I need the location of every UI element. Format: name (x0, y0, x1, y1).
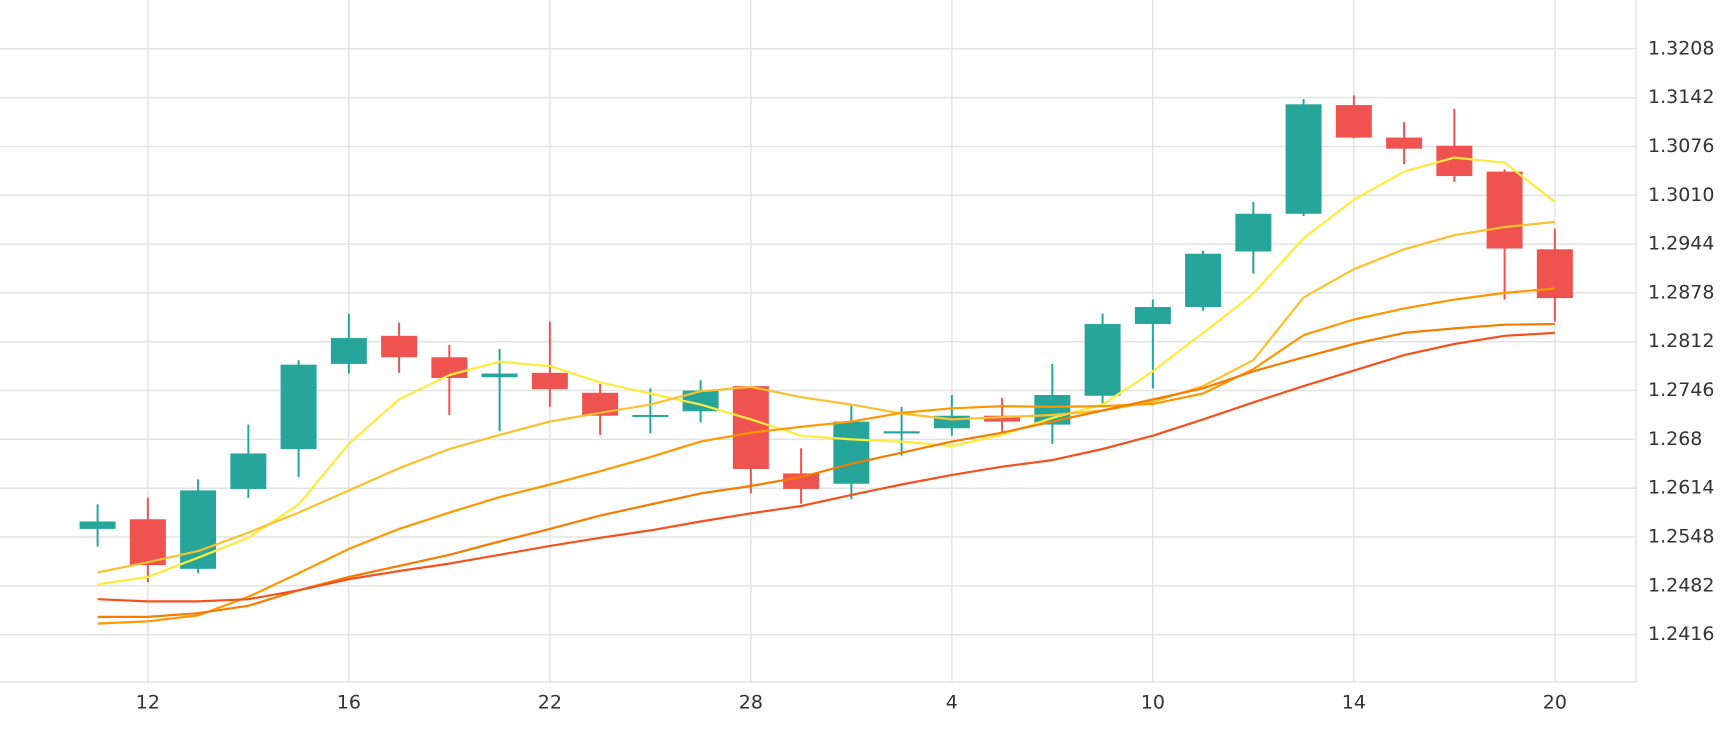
candle-body (330, 338, 367, 364)
candle-body (732, 386, 769, 469)
y-tick-label: 1.2746 (1648, 379, 1714, 401)
candle-body (1486, 171, 1523, 249)
moving-average-line (97, 156, 1556, 586)
y-tick-label: 1.268 (1648, 428, 1702, 450)
candle-body (1185, 253, 1222, 307)
candle-body (984, 415, 1021, 422)
y-tick-label: 1.2548 (1648, 526, 1714, 548)
moving-average-line (97, 220, 1555, 574)
y-tick-label: 1.3142 (1648, 86, 1714, 108)
candle-body (1084, 323, 1121, 396)
candle-body (682, 390, 719, 412)
x-tick-label: 4 (946, 692, 958, 714)
candle-body (833, 421, 870, 484)
moving-average-line (97, 287, 1555, 625)
y-tick-label: 1.2614 (1648, 477, 1714, 499)
x-tick-label: 16 (337, 692, 361, 714)
x-tick-label: 12 (136, 692, 160, 714)
candle-body (481, 373, 518, 378)
candle-body (1134, 306, 1171, 324)
x-tick-label: 28 (739, 692, 763, 714)
y-tick-label: 1.2482 (1648, 574, 1714, 596)
candle-body (230, 453, 267, 489)
candle-body (531, 372, 568, 390)
candle-body (381, 335, 418, 358)
candle-body (883, 431, 920, 434)
moving-average-line (97, 322, 1555, 618)
candle-body (582, 392, 619, 416)
x-tick-label: 22 (538, 692, 562, 714)
candle-body (1235, 213, 1272, 252)
candle-body (1285, 104, 1322, 214)
candle-body (180, 490, 217, 569)
y-tick-label: 1.2416 (1648, 623, 1714, 645)
candle-body (1536, 249, 1573, 299)
moving-average-line (97, 331, 1555, 603)
y-tick-label: 1.2944 (1648, 233, 1714, 255)
y-tick-label: 1.3208 (1648, 37, 1714, 59)
x-tick-label: 20 (1543, 692, 1567, 714)
candle-body (783, 473, 820, 489)
x-tick-label: 14 (1342, 692, 1366, 714)
x-tick-label: 10 (1141, 692, 1165, 714)
y-tick-label: 1.2878 (1648, 281, 1714, 303)
candle-body (632, 414, 669, 417)
y-tick-label: 1.3076 (1648, 135, 1714, 157)
candle-body (280, 364, 317, 449)
candle-body (1386, 137, 1423, 149)
y-tick-label: 1.2812 (1648, 330, 1714, 352)
candle-body (79, 521, 116, 529)
candle-body (1034, 394, 1071, 425)
candle-body (1335, 105, 1372, 138)
candle-body (129, 519, 166, 566)
y-tick-label: 1.3010 (1648, 184, 1714, 206)
